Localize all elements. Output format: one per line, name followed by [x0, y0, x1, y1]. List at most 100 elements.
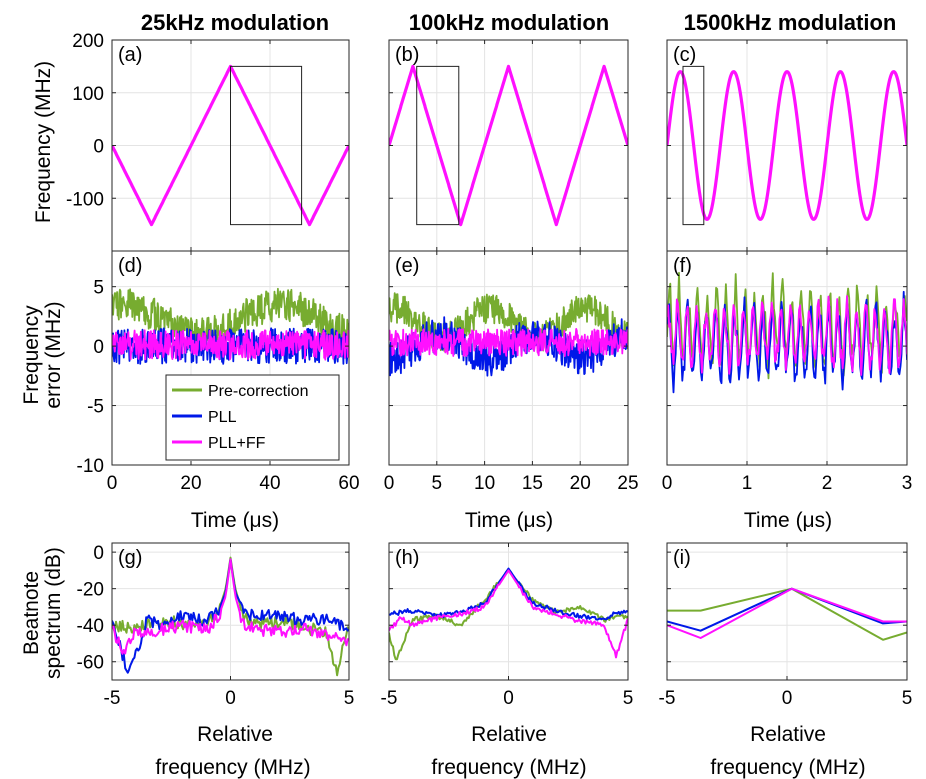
tick-label-y: 100 [72, 84, 104, 105]
tick-label-x: 60 [338, 473, 359, 494]
panel-c: (c) [666, 39, 908, 252]
series-pre-correction-e [389, 292, 628, 352]
x-label-relative-col3-line1: Relative [750, 723, 826, 746]
tick-label-x: -5 [659, 688, 676, 709]
panel-label-g: (g) [118, 547, 142, 569]
tick-label-x: 10 [474, 473, 495, 494]
tick-label-x: -5 [381, 688, 398, 709]
axes-frame [111, 250, 350, 466]
axes-frame [666, 250, 908, 466]
tick-label-y: 200 [72, 31, 104, 52]
tick-label-y: 0 [93, 137, 104, 158]
tick-label-y: 0 [93, 543, 104, 564]
plot-series [112, 556, 349, 677]
tick-label-x: 0 [225, 688, 236, 709]
plot-series [667, 271, 907, 394]
plot-series [667, 65, 907, 226]
tick-label-x: 5 [432, 473, 443, 494]
tick-label-x: 5 [902, 688, 913, 709]
panel-i: -5 0 5 (i) [659, 542, 913, 709]
tick-label-x: 1 [742, 473, 753, 494]
tick-label-y: -100 [66, 189, 104, 210]
x-label-time-col1: Time (μs) [191, 509, 279, 532]
panel-label-a: (a) [118, 44, 142, 66]
tick-label-x: 0 [782, 688, 793, 709]
x-label-relative-col3-line2: frequency (MHz) [710, 756, 865, 779]
tick-label-x: 20 [180, 473, 201, 494]
panel-e: 0 5 10 15 20 25 (e) [384, 250, 639, 494]
legend-label: PLL [208, 409, 237, 426]
x-label-relative-col2-line2: frequency (MHz) [431, 756, 586, 779]
series-pll-h [389, 567, 628, 621]
panel-b: (b) [388, 39, 629, 252]
panel-label-d: (d) [118, 255, 142, 277]
tick-label-x: 0 [662, 473, 673, 494]
plot-series [667, 587, 907, 641]
tick-label-x: 20 [570, 473, 591, 494]
axes-frame [388, 250, 629, 466]
series-pll-ff-e [389, 327, 628, 358]
series-pll-ff-i [667, 587, 907, 639]
tick-label-x: 0 [384, 473, 395, 494]
tick-label-x: -5 [104, 688, 121, 709]
plot-series [389, 64, 628, 227]
series-pll-ff-f [667, 295, 907, 376]
tick-label-y: -40 [77, 616, 104, 637]
tick-label-x: 25 [617, 473, 638, 494]
legend: Pre-correction PLL PLL+FF [165, 374, 340, 461]
tick-label-x: 5 [623, 688, 634, 709]
zoom-box-a [230, 65, 303, 226]
tick-label-x: 15 [522, 473, 543, 494]
zoom-box-c [682, 65, 705, 226]
panel-label-i: (i) [673, 547, 691, 569]
panel-label-c: (c) [673, 44, 696, 66]
tick-label-y: 5 [93, 278, 104, 299]
x-label-time-col2: Time (μs) [465, 509, 553, 532]
tick-label-y: -60 [77, 653, 104, 674]
tick-label-x: 0 [107, 473, 118, 494]
series-chirp-b [389, 64, 628, 227]
legend-label: PLL+FF [208, 435, 266, 452]
zoom-box-b [416, 65, 460, 226]
tick-label-y: -10 [77, 456, 104, 477]
column-title-100khz: 100kHz modulation [409, 10, 609, 35]
tick-label-x: 40 [259, 473, 280, 494]
tick-label-y: -20 [77, 580, 104, 601]
tick-label-x: 0 [503, 688, 514, 709]
y-label-beatnote-line1: Beatnote [20, 571, 43, 655]
panel-label-e: (e) [395, 255, 419, 277]
tick-label-x: 5 [344, 688, 355, 709]
panel-label-h: (h) [395, 547, 419, 569]
x-label-relative-col1-line2: frequency (MHz) [155, 756, 310, 779]
panel-label-f: (f) [673, 255, 692, 277]
x-label-relative-col2-line1: Relative [471, 723, 547, 746]
x-label-relative-col1-line1: Relative [197, 723, 273, 746]
y-label-frequency-error-line2: error (MHz) [42, 301, 65, 408]
series-pll-ff-d [112, 329, 349, 361]
series-pll-ff-g [112, 558, 349, 655]
legend-label: Pre-correction [208, 383, 308, 400]
column-title-25khz: 25kHz modulation [141, 10, 329, 35]
tick-label-y: -5 [87, 397, 104, 418]
tick-label-x: 2 [822, 473, 833, 494]
plot-series [389, 292, 628, 377]
panel-h: -5 0 5 (h) [381, 542, 634, 709]
panel-g: -60 -40 -20 0 -5 0 5 (g) [77, 542, 355, 709]
tick-label-y: 0 [93, 337, 104, 358]
y-label-frequency-error-line1: Frequency [20, 305, 43, 405]
column-title-1500khz: 1500kHz modulation [684, 10, 897, 35]
series-chirp-c [667, 70, 907, 221]
panel-a: -100 0 100 200 (a) [66, 31, 350, 252]
plot-series [112, 287, 349, 365]
plot-series [389, 567, 628, 661]
series-pll-ff-h [389, 569, 628, 659]
panel-f: 0 1 2 3 (f) [662, 250, 913, 494]
plot-series [112, 64, 349, 227]
y-label-beatnote-line2: spectrum (dB) [42, 547, 65, 679]
panel-d: -10 -5 0 5 0 20 40 60 (d) [77, 250, 360, 494]
x-label-time-col3: Time (μs) [744, 509, 832, 532]
panel-label-b: (b) [395, 44, 419, 66]
tick-label-x: 3 [902, 473, 913, 494]
